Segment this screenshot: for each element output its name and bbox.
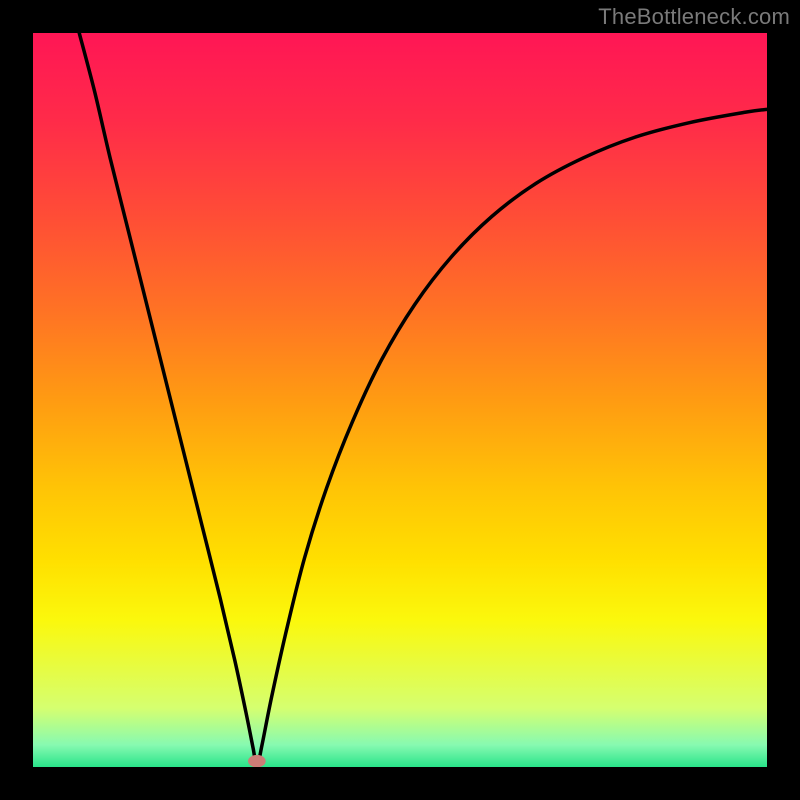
attribution-label: TheBottleneck.com	[598, 4, 790, 30]
chart-frame: TheBottleneck.com	[0, 0, 800, 800]
minimum-marker	[248, 755, 266, 767]
plot-svg	[33, 33, 767, 767]
plot-area	[33, 33, 767, 767]
bottleneck-curve	[79, 33, 767, 767]
